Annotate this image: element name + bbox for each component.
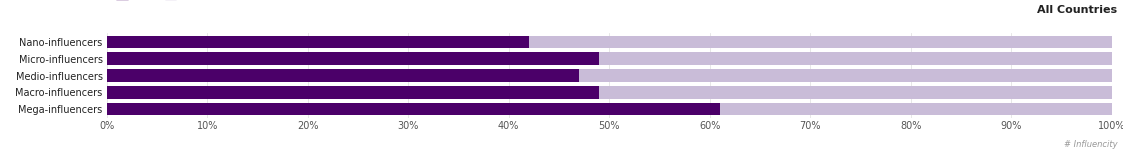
Bar — [107, 69, 1112, 82]
Bar — [107, 103, 1112, 115]
Bar — [107, 53, 1112, 65]
Text: # Influencity: # Influencity — [1063, 140, 1117, 149]
Bar — [107, 36, 1112, 48]
Bar — [107, 53, 600, 65]
Bar — [107, 36, 529, 48]
Legend: Male, Female: Male, Female — [112, 0, 222, 4]
Bar — [107, 86, 1112, 98]
Bar — [107, 86, 600, 98]
Bar — [107, 69, 579, 82]
Bar — [107, 103, 720, 115]
Text: All Countries: All Countries — [1038, 5, 1117, 14]
